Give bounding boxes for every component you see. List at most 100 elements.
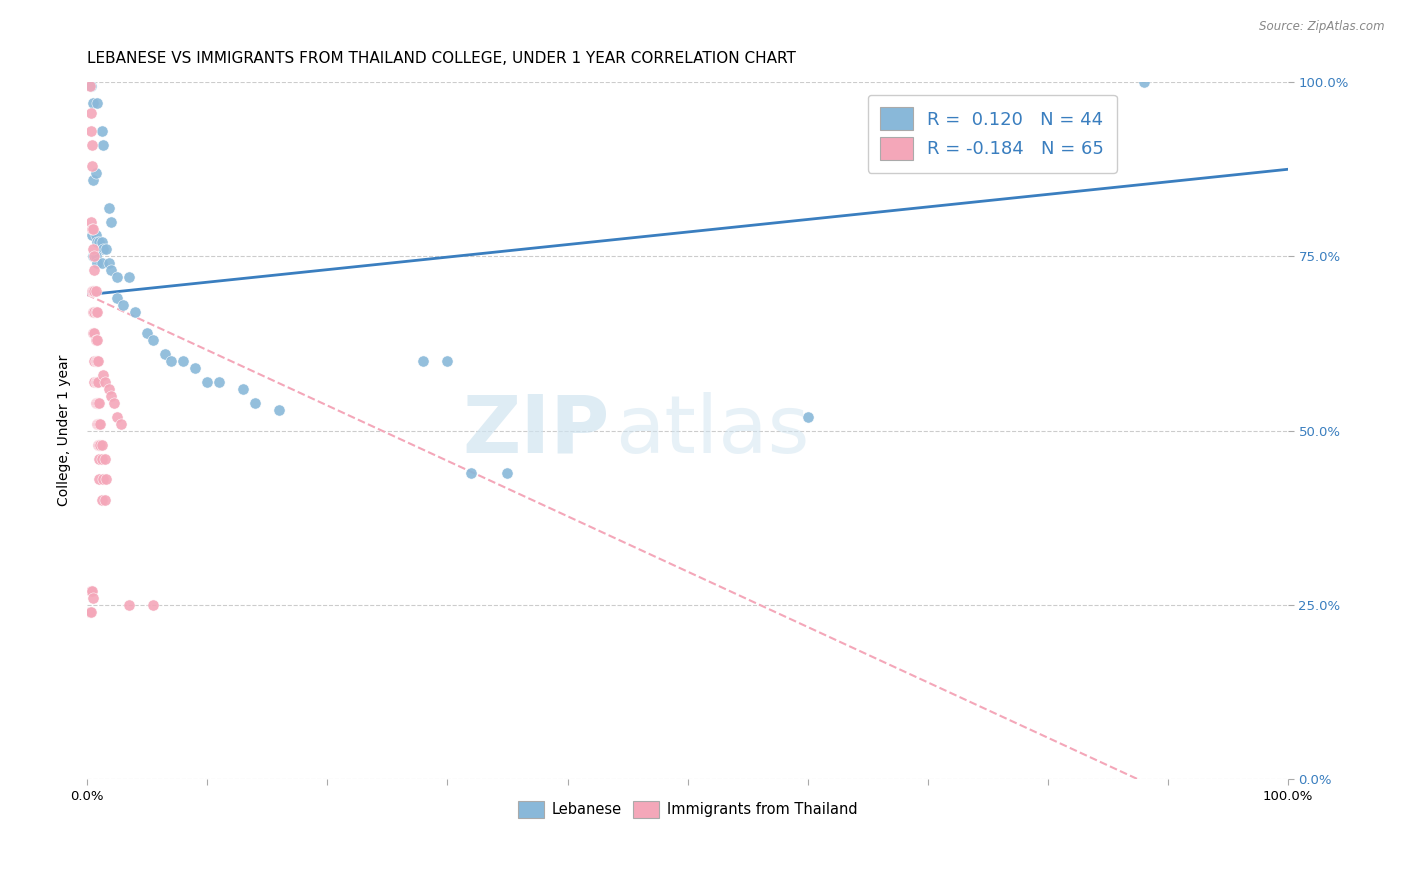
Point xyxy=(172,354,194,368)
Point xyxy=(90,451,112,466)
Point xyxy=(89,417,111,431)
Point xyxy=(124,305,146,319)
Point xyxy=(87,375,110,389)
Text: atlas: atlas xyxy=(616,392,810,470)
Point xyxy=(94,493,117,508)
Point xyxy=(97,201,120,215)
Point xyxy=(84,354,107,368)
Legend: Lebanese, Immigrants from Thailand: Lebanese, Immigrants from Thailand xyxy=(512,795,863,824)
Point xyxy=(90,493,112,508)
Point xyxy=(460,466,482,480)
Point xyxy=(195,375,218,389)
Point xyxy=(84,285,107,299)
Point xyxy=(269,402,291,417)
Point xyxy=(82,591,104,605)
Point xyxy=(80,605,103,619)
Point xyxy=(80,214,103,228)
Point xyxy=(84,166,107,180)
Point xyxy=(91,243,114,257)
Point xyxy=(87,396,110,410)
Point xyxy=(80,159,103,173)
Point xyxy=(136,326,159,340)
Point xyxy=(83,375,105,389)
Point xyxy=(105,270,128,285)
Point xyxy=(118,598,141,612)
Point xyxy=(87,417,110,431)
Point xyxy=(80,228,103,243)
Point xyxy=(82,243,104,257)
Point xyxy=(82,305,104,319)
Point xyxy=(86,256,108,270)
Point xyxy=(83,354,105,368)
Point xyxy=(84,375,107,389)
Point xyxy=(208,375,231,389)
Point xyxy=(83,326,105,340)
Point xyxy=(100,263,122,277)
Point xyxy=(86,354,108,368)
Point xyxy=(94,375,117,389)
Text: LEBANESE VS IMMIGRANTS FROM THAILAND COLLEGE, UNDER 1 YEAR CORRELATION CHART: LEBANESE VS IMMIGRANTS FROM THAILAND COL… xyxy=(87,51,796,66)
Point xyxy=(155,347,177,361)
Point xyxy=(86,417,108,431)
Point xyxy=(184,360,207,375)
Point xyxy=(90,235,112,250)
Point xyxy=(87,437,110,451)
Point xyxy=(84,396,107,410)
Point xyxy=(245,396,267,410)
Point xyxy=(80,285,103,299)
Point xyxy=(82,221,104,235)
Point xyxy=(79,78,101,93)
Point xyxy=(160,354,183,368)
Point xyxy=(496,466,519,480)
Point xyxy=(97,382,120,396)
Point xyxy=(90,437,112,451)
Point xyxy=(96,243,118,257)
Point xyxy=(82,326,104,340)
Point xyxy=(89,235,111,250)
Point xyxy=(105,291,128,305)
Point xyxy=(118,270,141,285)
Point xyxy=(100,389,122,403)
Point xyxy=(83,249,105,263)
Point xyxy=(79,605,101,619)
Point xyxy=(86,396,108,410)
Point xyxy=(82,172,104,186)
Point xyxy=(91,137,114,152)
Point xyxy=(89,396,111,410)
Point xyxy=(83,263,105,277)
Point xyxy=(103,396,125,410)
Point xyxy=(84,305,107,319)
Point xyxy=(89,473,111,487)
Point xyxy=(80,106,103,120)
Point xyxy=(796,409,818,424)
Point xyxy=(89,451,111,466)
Point xyxy=(87,354,110,368)
Point xyxy=(83,305,105,319)
Point xyxy=(112,298,135,312)
Point xyxy=(436,354,458,368)
Text: ZIP: ZIP xyxy=(463,392,610,470)
Point xyxy=(82,96,104,111)
Point xyxy=(142,333,165,347)
Point xyxy=(84,249,107,263)
Point xyxy=(80,221,103,235)
Point xyxy=(86,235,108,250)
Point xyxy=(80,584,103,599)
Point xyxy=(84,333,107,347)
Y-axis label: College, Under 1 year: College, Under 1 year xyxy=(58,355,72,507)
Point xyxy=(110,417,132,431)
Point xyxy=(100,214,122,228)
Point xyxy=(90,124,112,138)
Point xyxy=(142,598,165,612)
Point xyxy=(80,78,103,93)
Point xyxy=(86,305,108,319)
Point xyxy=(80,124,103,138)
Point xyxy=(86,375,108,389)
Point xyxy=(105,409,128,424)
Point xyxy=(89,417,111,431)
Text: Source: ZipAtlas.com: Source: ZipAtlas.com xyxy=(1260,20,1385,33)
Point xyxy=(80,137,103,152)
Point xyxy=(89,437,111,451)
Point xyxy=(97,256,120,270)
Point xyxy=(91,368,114,382)
